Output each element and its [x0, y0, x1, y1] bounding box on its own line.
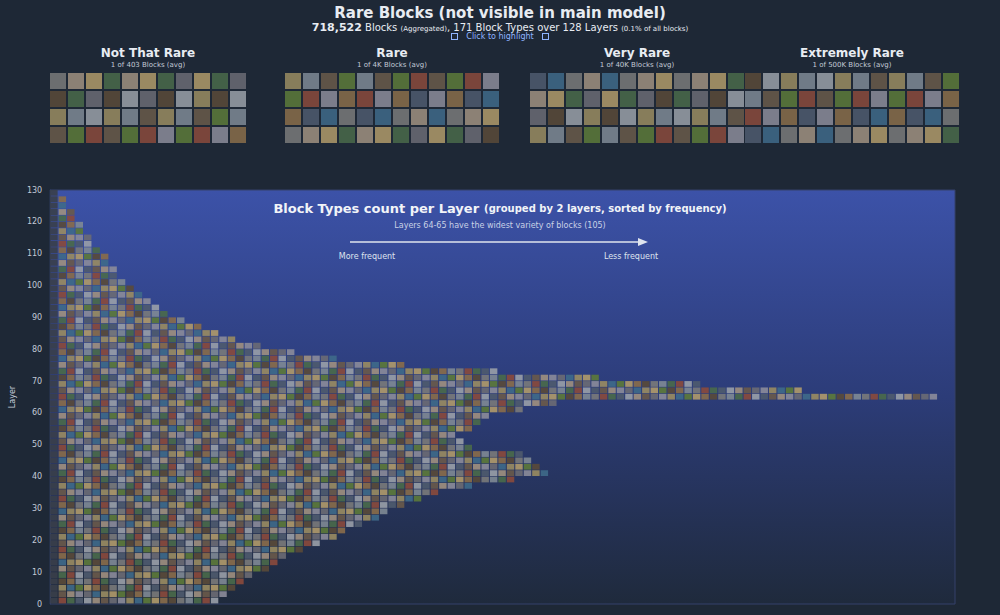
html-text:Very Rare: Very Rare — [604, 46, 670, 60]
html-text:1 of 403 Blocks (avg): 1 of 403 Blocks (avg) — [110, 61, 186, 69]
svg-text:30: 30 — [32, 504, 42, 513]
html-text:Rare Blocks (not visible in ma: Rare Blocks (not visible in main model) — [334, 4, 666, 22]
svg-text:50: 50 — [32, 440, 42, 449]
svg-text:120: 120 — [27, 217, 42, 226]
html-text:1 of 500K Blocks (avg): 1 of 500K Blocks (avg) — [812, 61, 892, 69]
html-text:Extremely Rare: Extremely Rare — [800, 46, 904, 60]
svg-text:Less frequent: Less frequent — [604, 252, 658, 261]
html-text:Not That Rare: Not That Rare — [100, 46, 196, 60]
svg-text:Block Types count per Layer: Block Types count per Layer — [273, 201, 479, 216]
html-text:718,522Blocks(Aggregated), 171: 718,522Blocks(Aggregated), 171 Block Typ… — [311, 21, 689, 34]
svg-text:90: 90 — [32, 313, 42, 322]
svg-text:0: 0 — [37, 600, 42, 609]
svg-text:(grouped by 2 layers, sorted b: (grouped by 2 layers, sorted by frequenc… — [484, 203, 727, 214]
html-text:Rare: Rare — [376, 46, 408, 60]
svg-text:70: 70 — [32, 377, 42, 386]
html-text:1 of 40K Blocks (avg): 1 of 40K Blocks (avg) — [599, 61, 675, 69]
svg-text:110: 110 — [27, 249, 42, 258]
svg-text:40: 40 — [32, 472, 42, 481]
svg-text:60: 60 — [32, 408, 42, 417]
svg-text:Layers 64-65 have the widest v: Layers 64-65 have the widest variety of … — [394, 221, 605, 230]
svg-text:80: 80 — [32, 345, 42, 354]
svg-text:130: 130 — [27, 186, 42, 195]
svg-text:Layer: Layer — [8, 385, 17, 408]
html-text:1 of 4K Blocks (avg): 1 of 4K Blocks (avg) — [357, 61, 427, 69]
html-text:Click to highlight: Click to highlight — [466, 32, 534, 41]
svg-text:10: 10 — [32, 568, 42, 577]
svg-text:20: 20 — [32, 536, 42, 545]
svg-text:More frequent: More frequent — [339, 252, 396, 261]
svg-text:100: 100 — [27, 281, 42, 290]
